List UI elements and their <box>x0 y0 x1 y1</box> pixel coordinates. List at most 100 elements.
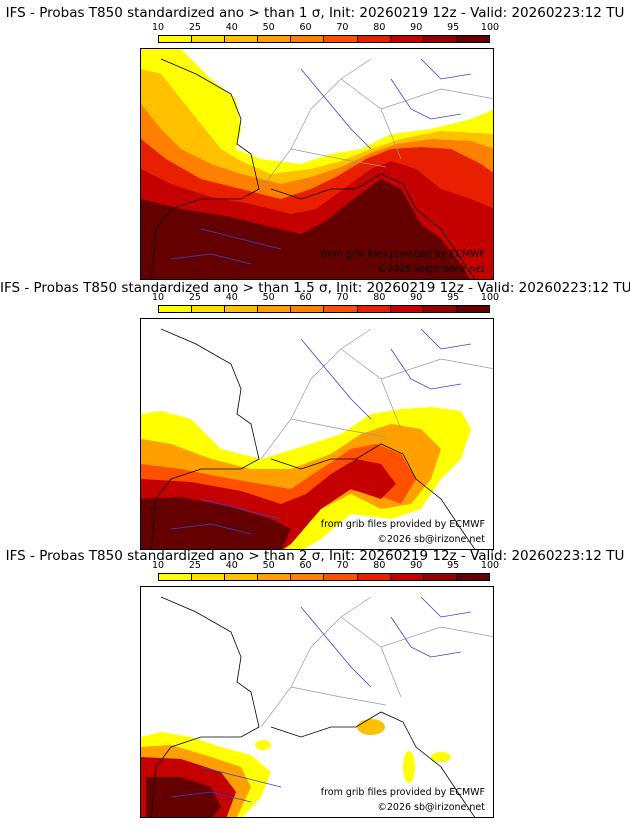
colorbar-tick-label: 25 <box>188 22 201 33</box>
colorbar-swatch <box>159 306 193 312</box>
colorbar-swatch <box>423 306 457 312</box>
map-canvas <box>141 596 493 817</box>
colorbar-swatch <box>390 306 424 312</box>
colorbar: 10 25 40 50 60 70 80 90 95 100 <box>152 292 499 320</box>
colorbar-swatch <box>456 36 489 42</box>
probability-map: from grib files provided by ECMWF ©2026 … <box>140 586 494 818</box>
colorbar-tick-label: 100 <box>480 22 500 33</box>
prob-shade-100 <box>141 497 291 549</box>
colorbar-tick-label: 10 <box>151 292 165 303</box>
colorbar-swatch <box>291 36 325 42</box>
rivers <box>170 58 472 265</box>
colorbar-tick-label: 90 <box>410 22 423 33</box>
colorbar-swatch <box>324 36 358 42</box>
prob-shade-100 <box>146 777 221 817</box>
map-panel-3: IFS - Probas T850 standardized ano > tha… <box>0 544 630 820</box>
colorbar-swatch <box>456 306 489 312</box>
rivers <box>170 596 472 803</box>
source-credit: from grib files provided by ECMWF <box>320 519 485 530</box>
colorbar-tick-label: 40 <box>225 22 238 33</box>
copyright-credit: ©2026 sb@irizone.net <box>377 534 485 545</box>
colorbar-swatch <box>357 306 391 312</box>
prob-spot <box>431 752 451 762</box>
colorbar-swatch <box>159 574 193 580</box>
colorbar-tick-label: 50 <box>262 22 275 33</box>
source-credit: from grib files provided by ECMWF <box>320 787 485 798</box>
colorbar-swatch <box>390 36 424 42</box>
colorbar-swatch <box>192 574 226 580</box>
colorbar-labels: 10 25 40 50 60 70 80 90 95 100 <box>152 292 499 304</box>
colorbar-swatch <box>357 36 391 42</box>
country-borders <box>260 58 493 190</box>
colorbar-swatch <box>192 36 226 42</box>
colorbar-swatch <box>291 574 325 580</box>
colorbar-tick-label: 50 <box>262 292 275 303</box>
colorbar-swatch <box>225 306 259 312</box>
panel-title: IFS - Probas T850 standardized ano > tha… <box>5 548 625 564</box>
colorbar-swatch <box>357 574 391 580</box>
colorbar-swatch <box>258 574 292 580</box>
copyright-credit: ©2026 sb@irizone.net <box>377 802 485 813</box>
probability-map: from grib files provided by ECMWF ©2026 … <box>140 48 494 280</box>
colorbar-tick-label: 25 <box>188 292 201 303</box>
prob-spot <box>255 740 271 750</box>
map-canvas <box>141 49 493 279</box>
prob-spot <box>403 751 415 783</box>
colorbar-swatch <box>390 574 424 580</box>
colorbar-swatch <box>225 574 259 580</box>
colorbar-swatch <box>159 36 193 42</box>
colorbar-swatches <box>158 573 490 581</box>
coastline <box>150 596 260 817</box>
colorbar-labels: 10 25 40 50 60 70 80 90 95 100 <box>152 22 499 34</box>
colorbar-swatch <box>225 36 259 42</box>
colorbar-tick-label: 60 <box>299 22 312 33</box>
colorbar-swatches <box>158 305 490 313</box>
colorbar-tick-label: 80 <box>373 22 386 33</box>
prob-shade-100 <box>141 179 470 279</box>
map-canvas <box>141 328 493 549</box>
colorbar-tick-label: 95 <box>447 292 460 303</box>
colorbar-tick-label: 40 <box>225 560 238 571</box>
colorbar-tick-label: 100 <box>480 560 500 571</box>
colorbar-swatch <box>423 574 457 580</box>
colorbar-tick-label: 50 <box>262 560 275 571</box>
colorbar-swatch <box>192 306 226 312</box>
coastline <box>150 58 260 279</box>
map-panel-2: IFS - Probas T850 standardized ano > tha… <box>0 276 630 552</box>
coastline-med <box>270 443 476 549</box>
colorbar: 10 25 40 50 60 70 80 90 95 100 <box>152 560 499 588</box>
colorbar-tick-label: 80 <box>373 560 386 571</box>
coastline <box>150 328 260 549</box>
colorbar-swatch <box>456 574 489 580</box>
coastline-med <box>270 711 476 817</box>
colorbar-swatch <box>324 306 358 312</box>
colorbar-swatch <box>291 306 325 312</box>
copyright-credit: ©2026 sb@irizone.net <box>377 264 485 275</box>
colorbar-tick-label: 70 <box>336 22 349 33</box>
colorbar-tick-label: 95 <box>447 22 460 33</box>
probability-map: from grib files provided by ECMWF ©2026 … <box>140 318 494 550</box>
colorbar-swatch <box>324 574 358 580</box>
colorbar-tick-label: 100 <box>480 292 500 303</box>
colorbar-tick-label: 80 <box>373 292 386 303</box>
colorbar-tick-label: 60 <box>299 292 312 303</box>
colorbar-tick-label: 60 <box>299 560 312 571</box>
colorbar-labels: 10 25 40 50 60 70 80 90 95 100 <box>152 560 499 572</box>
panel-title: IFS - Probas T850 standardized ano > tha… <box>5 5 625 21</box>
colorbar-swatch <box>258 306 292 312</box>
rivers <box>170 328 472 535</box>
colorbar-tick-label: 70 <box>336 560 349 571</box>
prob-spot <box>357 719 385 735</box>
colorbar-tick-label: 10 <box>151 560 165 571</box>
source-credit: from grib files provided by ECMWF <box>320 249 485 260</box>
colorbar-swatch <box>423 36 457 42</box>
colorbar-swatch <box>258 36 292 42</box>
colorbar-swatches <box>158 35 490 43</box>
colorbar-tick-label: 25 <box>188 560 201 571</box>
colorbar-tick-label: 10 <box>151 22 165 33</box>
panel-title: IFS - Probas T850 standardized ano > tha… <box>0 280 630 296</box>
colorbar-tick-label: 40 <box>225 292 238 303</box>
colorbar-tick-label: 90 <box>410 560 423 571</box>
country-borders <box>260 596 493 728</box>
colorbar-tick-label: 95 <box>447 560 460 571</box>
